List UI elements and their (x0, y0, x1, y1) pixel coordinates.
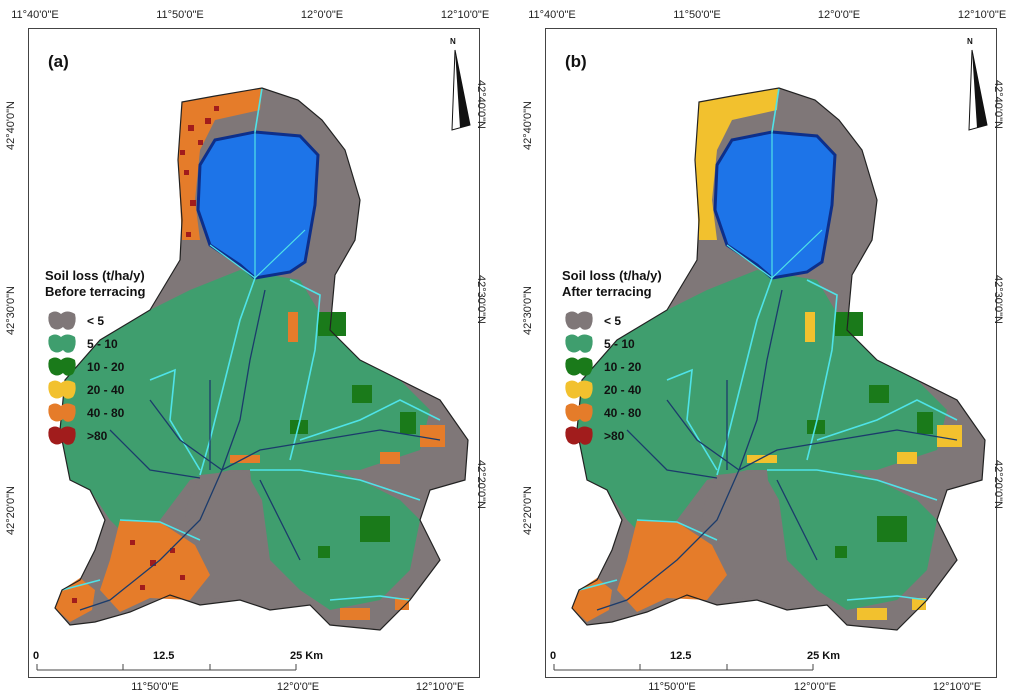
legend-label: < 5 (87, 314, 105, 328)
legend-swatches (565, 311, 593, 445)
coord-right-3: 42°20'0"N (475, 460, 487, 509)
map-canvas (36, 49, 471, 671)
severe-loss-patches (747, 312, 962, 620)
coord-bottom-1: 11°50'0"E (648, 681, 696, 693)
scale-bar (553, 664, 814, 671)
legend-swatch-5-10 (565, 334, 593, 353)
ridge-loss-zone (178, 88, 262, 240)
legend-title: Soil loss (t/ha/y) (562, 268, 662, 283)
coord-top-3: 12°0'0"E (300, 9, 344, 21)
legend-label: >80 (87, 429, 108, 443)
legend: Soil loss (t/ha/y) After terracing < 5 5… (562, 268, 662, 443)
coord-right-3: 42°20'0"N (992, 460, 1004, 509)
panel-label: (a) (48, 52, 69, 71)
coord-left-3: 42°20'0"N (522, 486, 534, 535)
map-canvas (553, 49, 988, 671)
coord-bottom-2: 12°0'0"E (276, 681, 320, 693)
legend-swatch-10-20 (48, 357, 76, 376)
stream-network (596, 289, 958, 611)
coord-top-4: 12°10'0"E (440, 9, 490, 21)
legend-label: 10 - 20 (87, 360, 125, 374)
coord-top-2: 11°50'0"E (673, 9, 721, 21)
southwest-loss-zone (617, 520, 727, 612)
legend-label: >80 (604, 429, 625, 443)
coord-left-2: 42°30'0"N (5, 286, 17, 335)
moderate-loss-zone-south (767, 465, 937, 610)
north-arrow-label: N (967, 37, 973, 46)
subbasin-boundaries (61, 87, 441, 601)
legend-title: Soil loss (t/ha/y) (45, 268, 145, 283)
map-panel-before: 11°40'0"E 11°50'0"E 12°0'0"E 12°10'0"E 1… (5, 9, 490, 693)
map-frame (545, 28, 997, 678)
scale-bar (36, 664, 297, 671)
scale-mid-label: 12.5 (670, 650, 692, 662)
scale-start-label: 0 (33, 650, 40, 662)
legend-swatch-gt80 (48, 426, 76, 445)
lake-divider-line (209, 132, 306, 279)
legend: Soil loss (t/ha/y) Before terracing < 5 … (45, 268, 146, 443)
scale-end-label: 25 Km (290, 650, 324, 662)
lake-divider-line (726, 132, 823, 279)
legend-label: 10 - 20 (604, 360, 642, 374)
moderate-loss-zone-south (250, 465, 420, 610)
coord-left-1: 42°40'0"N (5, 101, 17, 150)
legend-subtitle: Before terracing (45, 284, 146, 299)
coord-left-1: 42°40'0"N (522, 101, 534, 150)
coord-right-1: 42°40'0"N (992, 80, 1004, 129)
north-arrow-label: N (450, 37, 456, 46)
coord-top-3: 12°0'0"E (817, 9, 861, 21)
legend-swatch-lt5 (565, 311, 593, 330)
scale-end-label: 25 Km (807, 650, 841, 662)
legend-swatch-40-80 (565, 403, 593, 422)
legend-label: 20 - 40 (604, 383, 642, 397)
coord-top-1: 11°40'0"E (528, 9, 576, 21)
coord-top-4: 12°10'0"E (957, 9, 1007, 21)
high-loss-patches (807, 312, 933, 558)
ridge-loss-zone (695, 88, 779, 240)
scale-mid-label: 12.5 (153, 650, 175, 662)
legend-label: 40 - 80 (604, 406, 642, 420)
scale-start-label: 0 (550, 650, 557, 662)
legend-swatch-40-80 (48, 403, 76, 422)
coord-top-2: 11°50'0"E (156, 9, 204, 21)
high-loss-patches (290, 312, 416, 558)
stream-network (79, 289, 441, 611)
legend-label: 20 - 40 (87, 383, 125, 397)
subbasin-boundaries (578, 87, 958, 601)
legend-label: 5 - 10 (604, 337, 635, 351)
legend-label: 5 - 10 (87, 337, 118, 351)
severe-loss-patches (230, 312, 445, 620)
legend-swatch-20-40 (48, 380, 76, 399)
coord-bottom-3: 12°10'0"E (415, 681, 465, 693)
legend-swatch-5-10 (48, 334, 76, 353)
north-arrow (451, 49, 471, 131)
panel-label: (b) (565, 52, 587, 71)
coord-left-3: 42°20'0"N (5, 486, 17, 535)
coord-bottom-1: 11°50'0"E (131, 681, 179, 693)
coord-left-2: 42°30'0"N (522, 286, 534, 335)
map-frame (28, 28, 480, 678)
coord-bottom-2: 12°0'0"E (793, 681, 837, 693)
legend-swatch-10-20 (565, 357, 593, 376)
coord-bottom-3: 12°10'0"E (932, 681, 982, 693)
extreme-loss-speckle (72, 106, 219, 603)
coord-right-2: 42°30'0"N (992, 275, 1004, 324)
legend-swatch-gt80 (565, 426, 593, 445)
coord-right-2: 42°30'0"N (475, 275, 487, 324)
legend-label: 40 - 80 (87, 406, 125, 420)
legend-label: < 5 (604, 314, 622, 328)
north-arrow (968, 49, 988, 131)
coord-right-1: 42°40'0"N (475, 80, 487, 129)
legend-swatch-lt5 (48, 311, 76, 330)
legend-swatch-20-40 (565, 380, 593, 399)
map-panel-after: 11°40'0"E 11°50'0"E 12°0'0"E 12°10'0"E 1… (517, 0, 1034, 698)
legend-swatches (48, 311, 76, 445)
legend-subtitle: After terracing (562, 284, 652, 299)
coord-top-1: 11°40'0"E (11, 9, 59, 21)
